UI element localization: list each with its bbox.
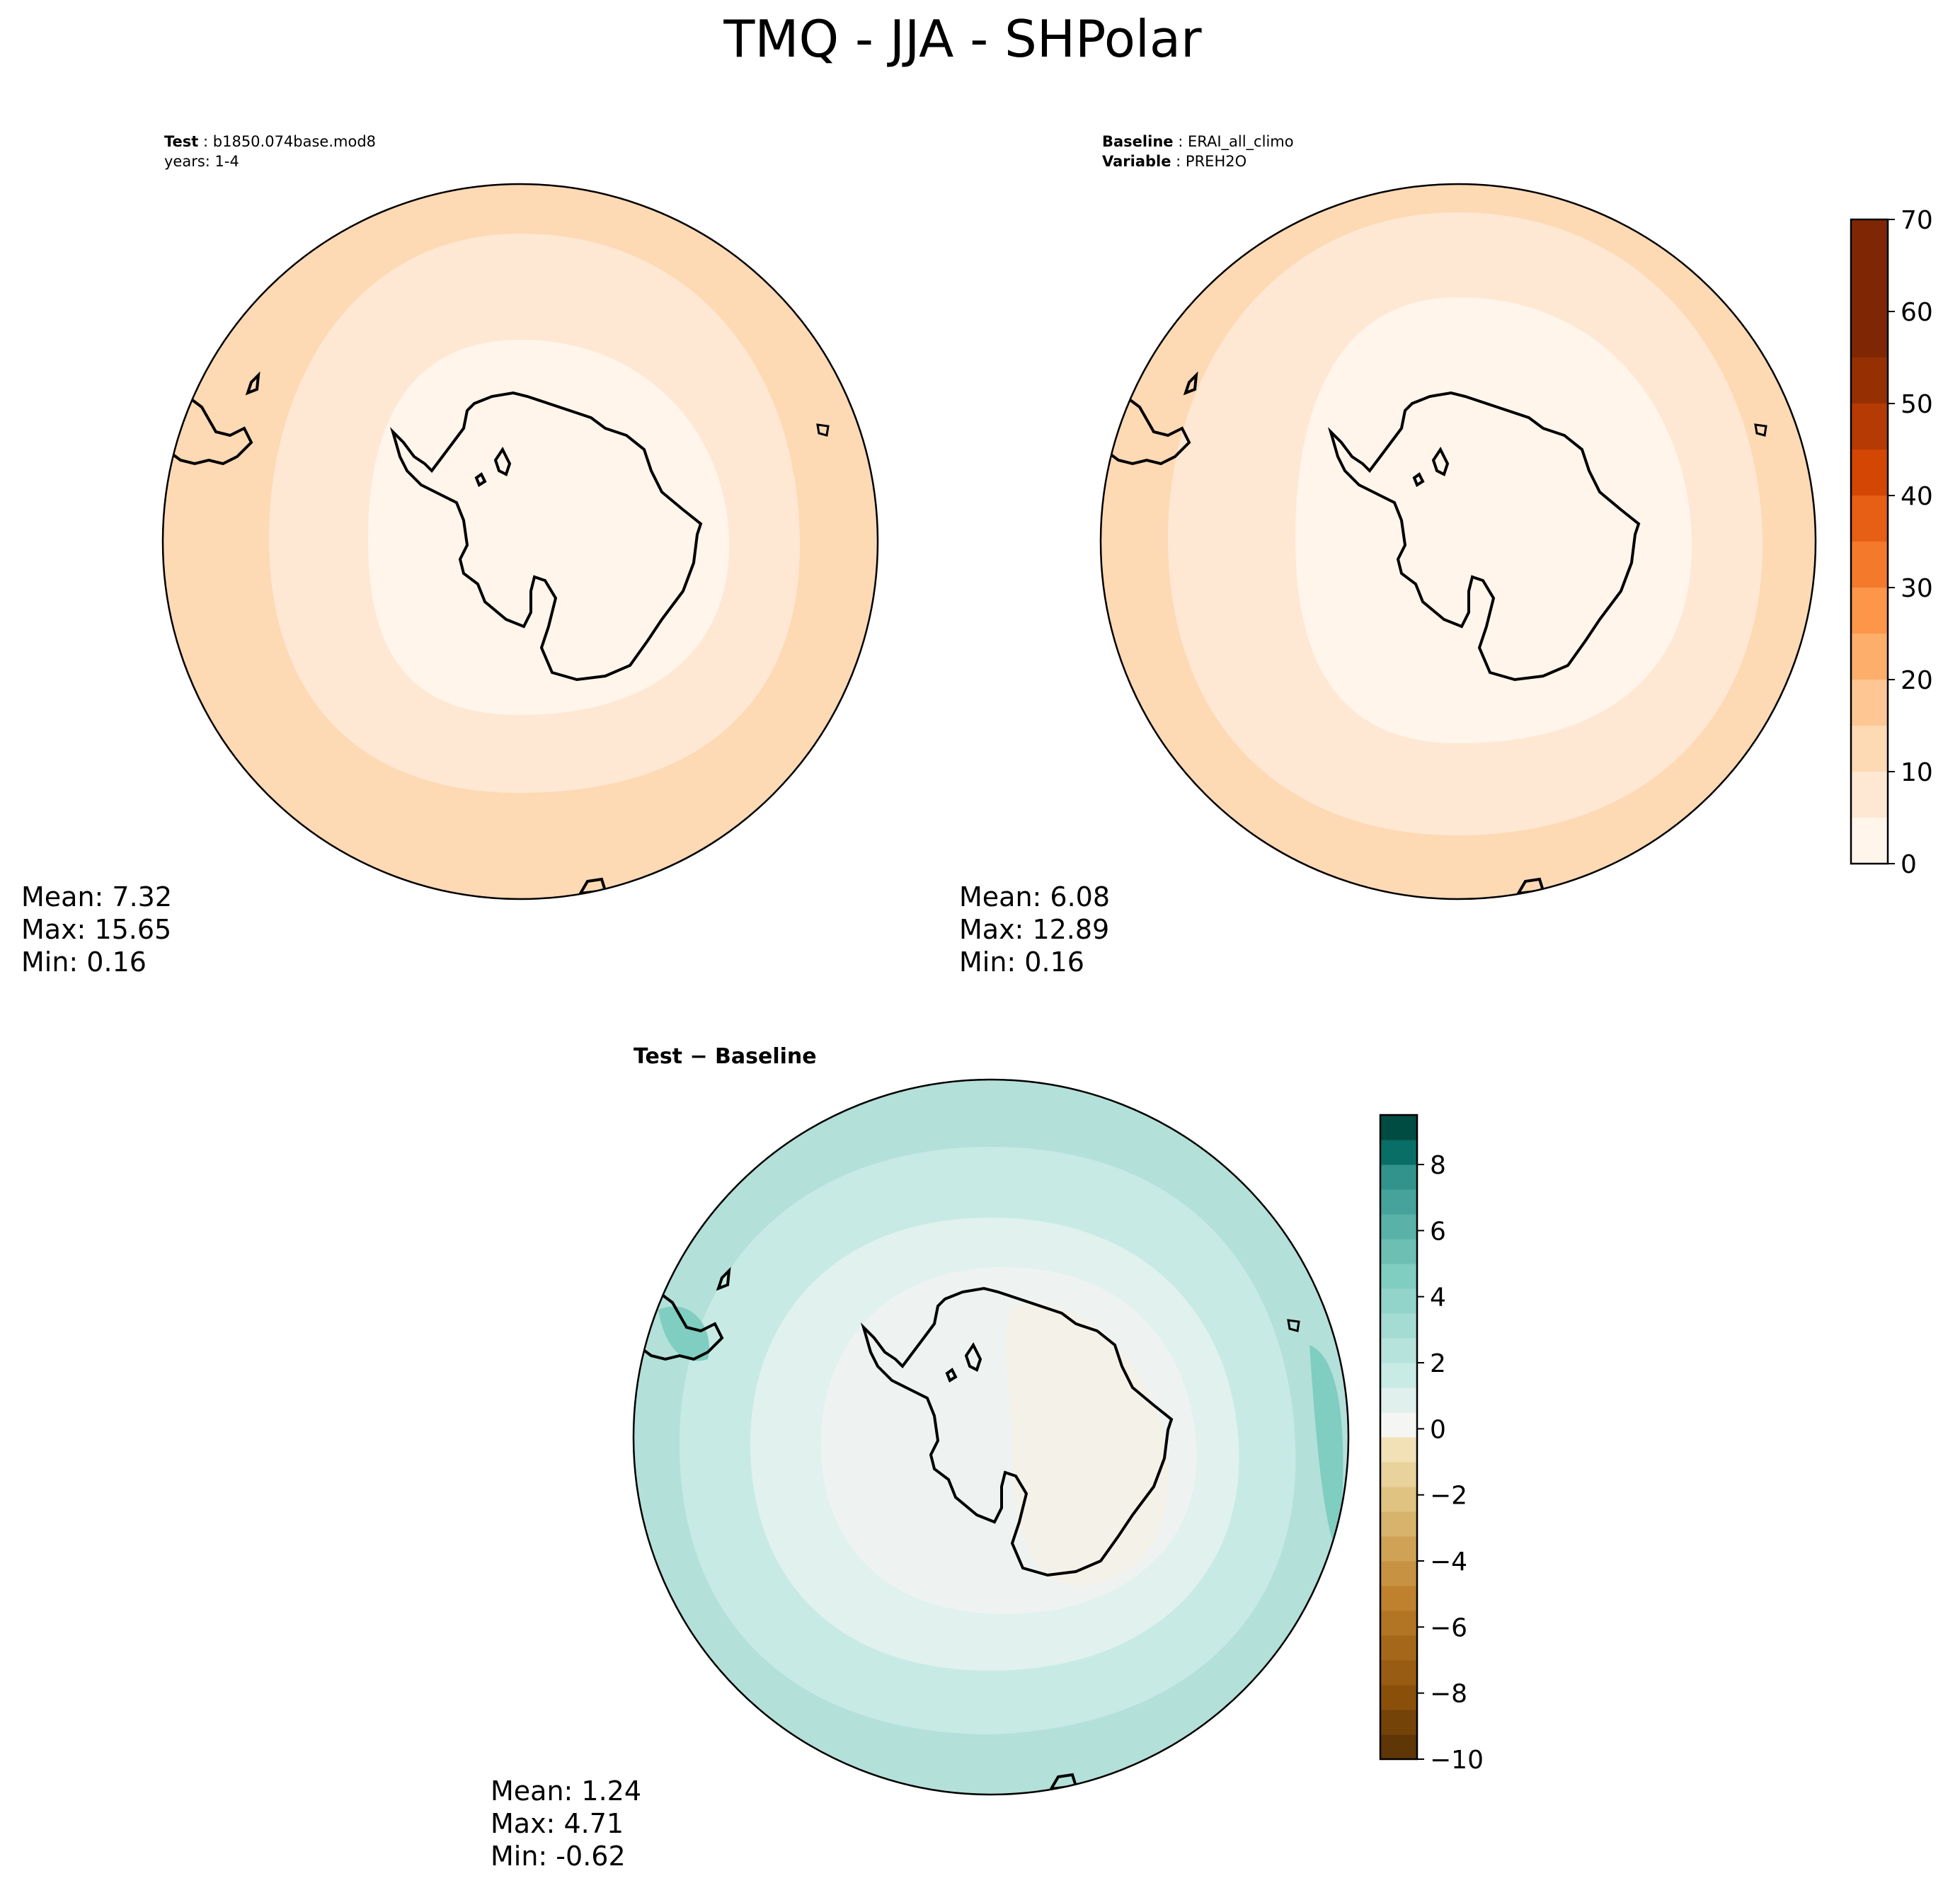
- colorbar-bottom-tick-label: 6: [1430, 1217, 1446, 1246]
- colorbar-top-segment: [1851, 357, 1888, 404]
- test-map-border: [161, 183, 879, 900]
- test-max: Max: 15.65: [21, 914, 171, 945]
- colorbar-bottom-tick-label: 2: [1430, 1349, 1446, 1378]
- colorbar-top-segment: [1851, 450, 1888, 496]
- colorbar-top-tick-label: 10: [1901, 758, 1933, 787]
- colorbar-bottom-segment: [1380, 1487, 1417, 1512]
- colorbar-bottom-segment: [1380, 1338, 1417, 1363]
- colorbar-bottom-segment: [1380, 1412, 1417, 1438]
- colorbar-top-segment: [1851, 772, 1888, 818]
- diff-map: [634, 1080, 1348, 1795]
- colorbar-top-segment: [1851, 818, 1888, 864]
- test-key: Test: [164, 133, 198, 150]
- colorbar-top-segment: [1851, 726, 1888, 772]
- test-min: Min: 0.16: [21, 946, 147, 978]
- baseline-key: Baseline: [1102, 133, 1174, 150]
- diff-map-border: [632, 1078, 1350, 1796]
- colorbar-bottom-segment: [1380, 1660, 1417, 1686]
- test-mean: Mean: 7.32: [21, 881, 172, 912]
- baseline-header-line1: Baseline : ERAI_all_climo: [1102, 133, 1294, 151]
- diff-max: Max: 4.71: [491, 1808, 624, 1839]
- colorbar-top-segment: [1851, 404, 1888, 450]
- colorbar-top-tick-label: 60: [1901, 298, 1933, 327]
- panel-test: Test : b1850.074base.mod8 years: 1-4 Mea…: [21, 133, 879, 978]
- colorbar-bottom-segment: [1380, 1586, 1417, 1611]
- colorbar-top-segment: [1851, 265, 1888, 311]
- colorbar-bottom-segment: [1380, 1635, 1417, 1661]
- variable-name: PREH2O: [1186, 153, 1247, 170]
- colorbar-bottom-segment: [1380, 1165, 1417, 1190]
- colorbar-bottom-tick-label: 4: [1430, 1283, 1446, 1312]
- colorbar-bottom-segment: [1380, 1710, 1417, 1735]
- diff-mean: Mean: 1.24: [491, 1775, 641, 1807]
- colorbar-bottom-segment: [1380, 1462, 1417, 1487]
- colorbar-bottom-segment: [1380, 1363, 1417, 1388]
- colorbar-bottom-tick-label: −4: [1430, 1547, 1467, 1577]
- colorbar-top-segment: [1851, 311, 1888, 357]
- colorbar-bottom-segment: [1380, 1214, 1417, 1240]
- panel-baseline: Baseline : ERAI_all_climo Variable : PRE…: [959, 133, 1817, 978]
- variable-key: Variable: [1102, 153, 1171, 170]
- colorbar-bottom-tick-label: 8: [1430, 1151, 1446, 1180]
- colorbar-bottom-segment: [1380, 1313, 1417, 1339]
- colorbar-top-tick-label: 50: [1901, 390, 1933, 419]
- colorbar-bottom-segment: [1380, 1140, 1417, 1165]
- colorbar-bottom-tick-label: −8: [1430, 1680, 1467, 1709]
- colorbar-bottom-segment: [1380, 1561, 1417, 1586]
- test-case: b1850.074base.mod8: [213, 133, 376, 150]
- colorbar-top-tick-label: 70: [1901, 206, 1933, 235]
- colorbar-top-tick-label: 0: [1901, 850, 1917, 879]
- baseline-mean: Mean: 6.08: [959, 881, 1110, 912]
- test-map: [163, 184, 878, 899]
- colorbar-top-segment: [1851, 219, 1888, 265]
- baseline-max: Max: 12.89: [959, 914, 1109, 945]
- test-years: years: 1-4: [164, 153, 239, 170]
- colorbar-bottom-segment: [1380, 1264, 1417, 1289]
- colorbar-top-segment: [1851, 680, 1888, 726]
- baseline-map: [1101, 184, 1816, 899]
- colorbar-top: 0 10 20 30 40 50 60 70: [1850, 206, 1933, 879]
- colorbar-top-segment: [1851, 496, 1888, 542]
- diff-subtitle: Test − Baseline: [634, 1044, 817, 1069]
- colorbar-bottom-tick-label: −6: [1430, 1613, 1467, 1642]
- colorbar-bottom-segment: [1380, 1239, 1417, 1264]
- figure-title: TMQ - JJA - SHPolar: [723, 9, 1202, 69]
- colorbar-top-frame: [1850, 218, 1889, 865]
- baseline-case: ERAI_all_climo: [1188, 133, 1294, 151]
- colorbar-bottom-tick-label: −10: [1430, 1746, 1484, 1775]
- colorbar-bottom-segment: [1380, 1388, 1417, 1413]
- panel-difference: Test − Baseline Mean: 1.24 Max: 4.71 Min…: [491, 1044, 1350, 1872]
- colorbar-bottom-segment: [1380, 1189, 1417, 1215]
- colorbar-bottom-segment: [1380, 1536, 1417, 1562]
- colorbar-bottom-tick-label: −2: [1430, 1482, 1467, 1511]
- diff-min: Min: -0.62: [491, 1841, 626, 1872]
- colorbar-bottom-segment: [1380, 1610, 1417, 1636]
- colorbar-top-segment: [1851, 542, 1888, 588]
- colorbar-bottom-segment: [1380, 1288, 1417, 1314]
- colorbar-bottom-segment: [1380, 1115, 1417, 1140]
- colorbar-top-segment: [1851, 634, 1888, 680]
- colorbar-top-tick-label: 30: [1901, 574, 1933, 603]
- colorbar-top-segment: [1851, 588, 1888, 634]
- colorbar-bottom-segment: [1380, 1734, 1417, 1760]
- colorbar-bottom-frame: [1379, 1114, 1419, 1761]
- baseline-min: Min: 0.16: [959, 946, 1084, 978]
- baseline-header-line2: Variable : PREH2O: [1102, 153, 1247, 170]
- colorbar-bottom-segment: [1380, 1511, 1417, 1537]
- test-header-line1: Test : b1850.074base.mod8: [164, 133, 376, 150]
- colorbar-bottom-tick-label: 0: [1430, 1415, 1446, 1444]
- colorbar-bottom: 8 6 4 2 0 −2 −4 −6 −8 −10: [1379, 1114, 1484, 1775]
- colorbar-bottom-segment: [1380, 1437, 1417, 1463]
- colorbar-top-tick-label: 20: [1901, 666, 1933, 695]
- colorbar-top-tick-label: 40: [1901, 482, 1933, 511]
- colorbar-bottom-segment: [1380, 1685, 1417, 1710]
- baseline-map-border: [1099, 183, 1817, 900]
